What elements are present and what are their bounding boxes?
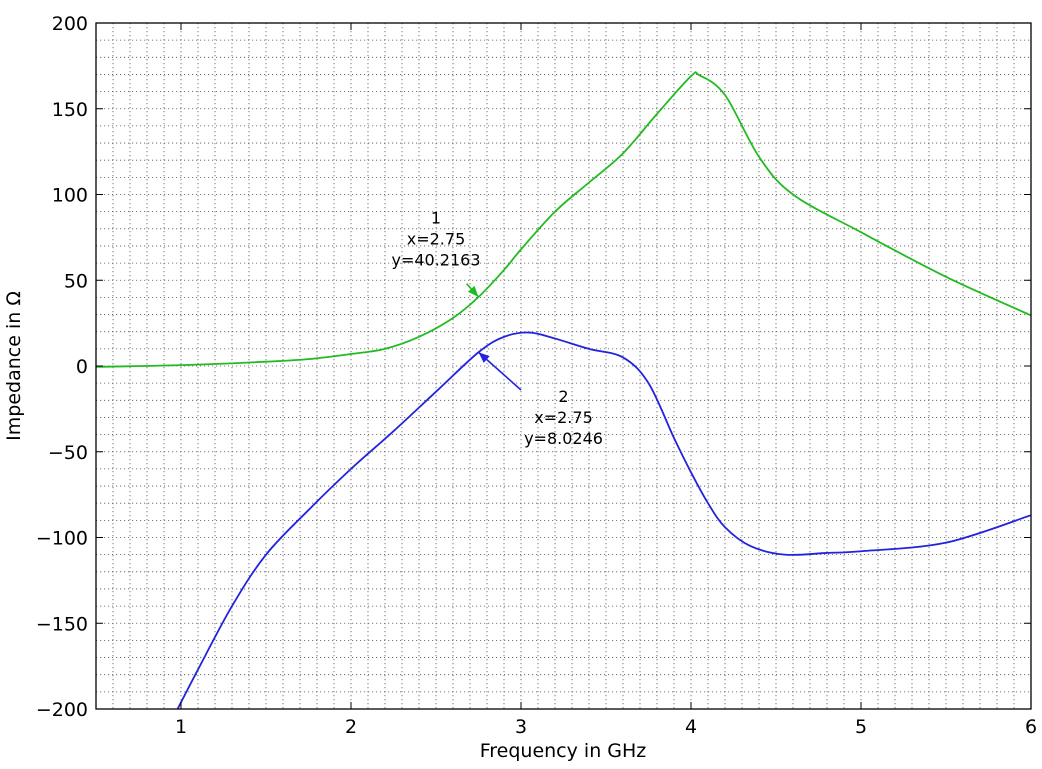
annotation-arrowhead-2 xyxy=(478,352,490,363)
x-tick-label: 5 xyxy=(855,716,867,738)
y-tick-label: −200 xyxy=(36,699,88,721)
x-tick-label: 3 xyxy=(515,716,527,738)
annotation-text-2: y=8.0246 xyxy=(524,429,603,448)
annotation-text-2: 2 xyxy=(558,387,568,406)
x-tick-label: 6 xyxy=(1025,716,1037,738)
y-tick-label: 50 xyxy=(64,270,88,292)
series-line-2 xyxy=(176,331,1031,709)
annotation-text-1: x=2.75 xyxy=(407,230,466,249)
annotation-text-1: y=40.2163 xyxy=(391,251,480,270)
y-tick-label: 100 xyxy=(52,185,88,207)
y-tick-label: 200 xyxy=(52,13,88,35)
y-tick-label: −150 xyxy=(36,613,88,635)
y-axis-label: Impedance in Ω xyxy=(3,291,25,441)
annotation-text-2: x=2.75 xyxy=(534,408,593,427)
annotations: 1 x=2.75 y=40.2163 2 x=2.75 y=8.0246 xyxy=(391,209,602,448)
y-tick-label: −50 xyxy=(48,442,88,464)
x-tick-label: 2 xyxy=(345,716,357,738)
series-line-1 xyxy=(96,71,1031,368)
plot-area xyxy=(96,23,1031,709)
x-axis-label: Frequency in GHz xyxy=(480,740,647,762)
y-tick-label: 150 xyxy=(52,99,88,121)
y-tick-label: −100 xyxy=(36,528,88,550)
annotation-arrowhead-1 xyxy=(467,285,479,298)
ticks: 1 2 3 4 5 6 −200 −150 −100 −50 0 50 100 150 200 xyxy=(36,13,1037,738)
annotation-text-1: 1 xyxy=(431,209,441,228)
x-tick-label: 1 xyxy=(175,716,187,738)
y-tick-label: 0 xyxy=(76,356,88,378)
series-layer xyxy=(96,71,1031,709)
x-tick-label: 4 xyxy=(685,716,697,738)
